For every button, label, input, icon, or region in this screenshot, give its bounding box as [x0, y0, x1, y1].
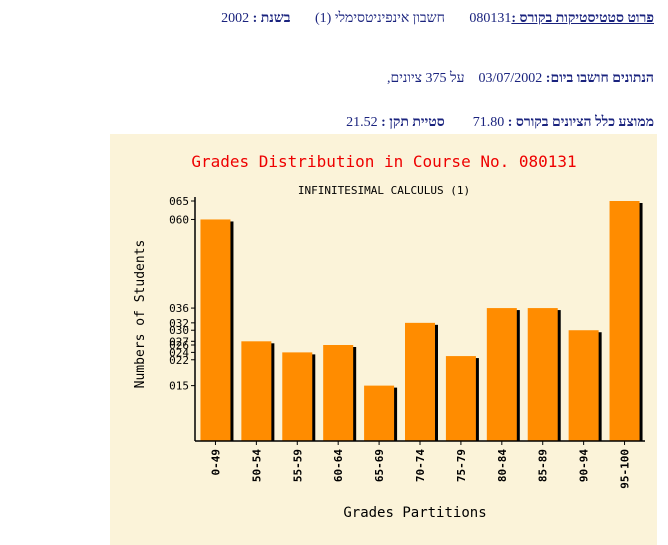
bar-95-100	[609, 201, 640, 441]
bars-layer	[200, 201, 643, 441]
x-tick-label: 0-49	[209, 449, 222, 476]
y-tick-label: 022	[169, 354, 189, 367]
x-tick-label: 65-69	[373, 449, 386, 482]
y-tick-label: 030	[169, 324, 189, 337]
bar-0-49	[200, 219, 231, 441]
x-tick-label: 95-100	[619, 449, 632, 489]
x-axis-label: Grades Partitions	[343, 505, 486, 521]
y-tick-label: 060	[169, 213, 189, 226]
mean-label: ממוצע כלל הציונים בקורס :	[507, 115, 654, 130]
y-tick-label: 065	[169, 195, 189, 208]
bar-60-64	[323, 345, 354, 441]
ticks-layer: 0-49 50-54 55-59 60-64 65-69 70-74 75-79 80-84 8…	[169, 195, 631, 489]
std-value: 21.52	[346, 115, 378, 130]
chart-subtitle: INFINITESIMAL CALCULUS (1)	[298, 184, 470, 197]
course-detail-label: פרוט סטטיסטיקות בקורס :	[511, 11, 654, 26]
bar-70-74	[405, 322, 435, 441]
y-tick-label: 024	[169, 346, 189, 359]
bar-80-84	[486, 308, 517, 441]
grades-chart: Grades Distribution in Course No. 080131…	[110, 134, 657, 545]
year-label: בשנת :	[252, 11, 291, 26]
course-number: 080131	[469, 11, 512, 26]
chart-title: Grades Distribution in Course No. 080131	[191, 152, 576, 171]
x-tick-label: 70-74	[414, 449, 427, 482]
x-tick-label: 50-54	[250, 449, 263, 482]
computed-date: 03/07/2002	[478, 71, 543, 86]
x-tick-label: 80-84	[496, 449, 509, 482]
chart-canvas: Grades Distribution in Course No. 080131…	[110, 134, 657, 545]
header-line-course: 2002 בשנת : חשבון אינפיניטסימלי (1) 0801…	[221, 11, 654, 27]
x-tick-label: 60-64	[332, 449, 345, 482]
bar-55-59	[282, 352, 313, 441]
course-name: חשבון אינפיניטסימלי (1)	[314, 11, 445, 26]
computed-label: הנתונים חושבו ביום:	[545, 71, 654, 86]
header-line-stats: 21.52 סטיית תקן : 71.80 ממוצע כלל הציוני…	[346, 115, 654, 131]
year-value: 2002	[221, 11, 250, 26]
x-tick-label: 55-59	[291, 449, 304, 482]
axes-layer	[191, 197, 645, 445]
bar-85-89	[527, 308, 558, 441]
x-tick-label: 85-89	[537, 449, 550, 482]
y-tick-label: 032	[169, 317, 189, 330]
y-tick-label: 027	[169, 335, 189, 348]
y-tick-label: 015	[169, 380, 189, 393]
bar-50-54	[241, 341, 272, 441]
x-tick-label: 75-79	[455, 449, 468, 482]
bar-65-69	[364, 385, 395, 441]
bar-75-79	[445, 356, 476, 441]
y-tick-label: 036	[169, 302, 189, 315]
y-axis-label: Numbers of Students	[133, 240, 148, 389]
header-line-computed: על 375 ציונים, 03/07/2002 הנתונים חושבו …	[387, 71, 654, 87]
mean-value: 71.80	[472, 115, 505, 130]
std-label: סטיית תקן :	[381, 115, 445, 130]
y-tick-label: 026	[169, 339, 189, 352]
computed-suffix: על 375 ציונים,	[386, 71, 465, 86]
bar-90-94	[568, 330, 599, 441]
x-tick-label: 90-94	[578, 449, 591, 482]
